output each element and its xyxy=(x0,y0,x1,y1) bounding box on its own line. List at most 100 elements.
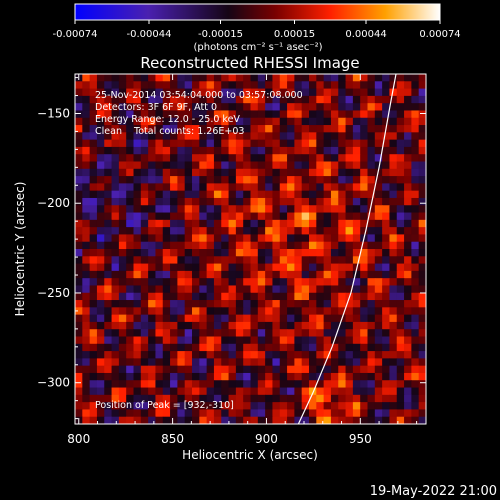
heatmap-cell xyxy=(389,351,398,359)
heatmap-cell xyxy=(228,110,237,119)
heatmap-cell xyxy=(367,292,376,301)
heatmap-cell xyxy=(345,197,354,206)
heatmap-cell xyxy=(184,176,193,184)
heatmap-cell xyxy=(104,285,113,294)
heatmap-cell xyxy=(411,139,420,148)
heatmap-cell xyxy=(75,270,83,279)
heatmap-cell xyxy=(228,227,237,235)
heatmap-cell xyxy=(75,234,83,243)
heatmap-cell xyxy=(265,249,273,257)
heatmap-cell xyxy=(294,205,303,214)
heatmap-cell xyxy=(367,307,376,316)
heatmap-cell xyxy=(170,88,178,97)
heatmap-cell xyxy=(140,263,149,272)
heatmap-cell xyxy=(221,132,230,141)
heatmap-cell xyxy=(330,183,339,192)
y-tick-label: −300 xyxy=(37,376,70,390)
heatmap-cell xyxy=(330,219,339,228)
heatmap-cell xyxy=(265,110,273,119)
heatmap-cell xyxy=(323,197,332,206)
heatmap-cell xyxy=(82,190,91,199)
heatmap-cell xyxy=(89,227,98,235)
heatmap-cell xyxy=(294,314,303,323)
heatmap-cell xyxy=(374,197,383,206)
heatmap-cell xyxy=(250,176,259,184)
heatmap-cell xyxy=(272,132,281,141)
heatmap-cell xyxy=(404,365,412,374)
heatmap-cell xyxy=(170,176,178,184)
heatmap-cell xyxy=(396,125,405,133)
heatmap-cell xyxy=(389,263,398,272)
heatmap-cell xyxy=(257,358,266,367)
heatmap-cell xyxy=(287,219,295,228)
heatmap-cell xyxy=(155,343,164,352)
heatmap-cell xyxy=(301,409,310,418)
heatmap-cell xyxy=(367,387,376,396)
heatmap-cell xyxy=(323,146,332,155)
heatmap-cell xyxy=(257,343,266,352)
heatmap-cell xyxy=(192,394,200,403)
heatmap-cell xyxy=(265,314,273,323)
heatmap-cell xyxy=(330,365,339,374)
heatmap-cell xyxy=(265,125,273,133)
heatmap-cell xyxy=(228,74,237,82)
colorbar xyxy=(74,3,441,21)
heatmap-cell xyxy=(316,409,325,418)
heatmap-cell xyxy=(301,154,310,162)
heatmap-cell xyxy=(338,380,347,389)
heatmap-cell xyxy=(250,387,259,396)
heatmap-cell xyxy=(89,234,98,243)
heatmap-cell xyxy=(177,205,186,214)
heatmap-cell xyxy=(323,329,332,337)
heatmap-cell xyxy=(96,321,105,330)
heatmap-cell xyxy=(213,234,222,243)
heatmap-cell xyxy=(404,416,412,424)
heatmap-cell xyxy=(279,95,288,104)
heatmap-cell xyxy=(382,358,390,367)
heatmap-cell xyxy=(243,146,251,155)
heatmap-cell xyxy=(330,146,339,155)
heatmap-cell xyxy=(367,409,376,418)
heatmap-cell xyxy=(309,234,317,243)
heatmap-cell xyxy=(118,125,127,133)
heatmap-cell xyxy=(235,74,244,82)
heatmap-cell xyxy=(111,154,120,162)
heatmap-cell xyxy=(418,190,426,199)
heatmap-cell xyxy=(309,292,317,301)
heatmap-cell xyxy=(192,321,200,330)
heatmap-cell xyxy=(206,263,215,272)
heatmap-cell xyxy=(82,125,91,133)
heatmap-cell xyxy=(265,292,273,301)
heatmap-cell xyxy=(265,416,273,424)
heatmap-cell xyxy=(418,81,426,90)
heatmap-cell xyxy=(192,358,200,367)
heatmap-cell xyxy=(170,103,178,111)
heatmap-cell xyxy=(309,394,317,403)
heatmap-cell xyxy=(404,292,412,301)
heatmap-cell xyxy=(111,329,120,337)
heatmap-cell xyxy=(330,154,339,162)
heatmap-cell xyxy=(221,380,230,389)
heatmap-cell xyxy=(345,161,354,170)
heatmap-cell xyxy=(294,234,303,243)
heatmap-cell xyxy=(250,263,259,272)
heatmap-cell xyxy=(411,205,420,214)
heatmap-cell xyxy=(389,372,398,381)
heatmap-cell xyxy=(352,351,361,359)
heatmap-cell xyxy=(192,234,200,243)
heatmap-cell xyxy=(206,241,215,250)
heatmap-cell xyxy=(177,197,186,206)
heatmap-cell xyxy=(352,402,361,410)
heatmap-cell xyxy=(199,190,208,199)
heatmap-cell xyxy=(235,146,244,155)
heatmap-cell xyxy=(396,117,405,126)
heatmap-cell xyxy=(309,132,317,141)
heatmap-cell xyxy=(155,205,164,214)
heatmap-cell xyxy=(389,416,398,424)
heatmap-cell xyxy=(374,394,383,403)
heatmap-cell xyxy=(82,88,91,97)
heatmap-cell xyxy=(89,372,98,381)
heatmap-cell xyxy=(192,125,200,133)
heatmap-cell xyxy=(155,154,164,162)
heatmap-cell xyxy=(272,285,281,294)
